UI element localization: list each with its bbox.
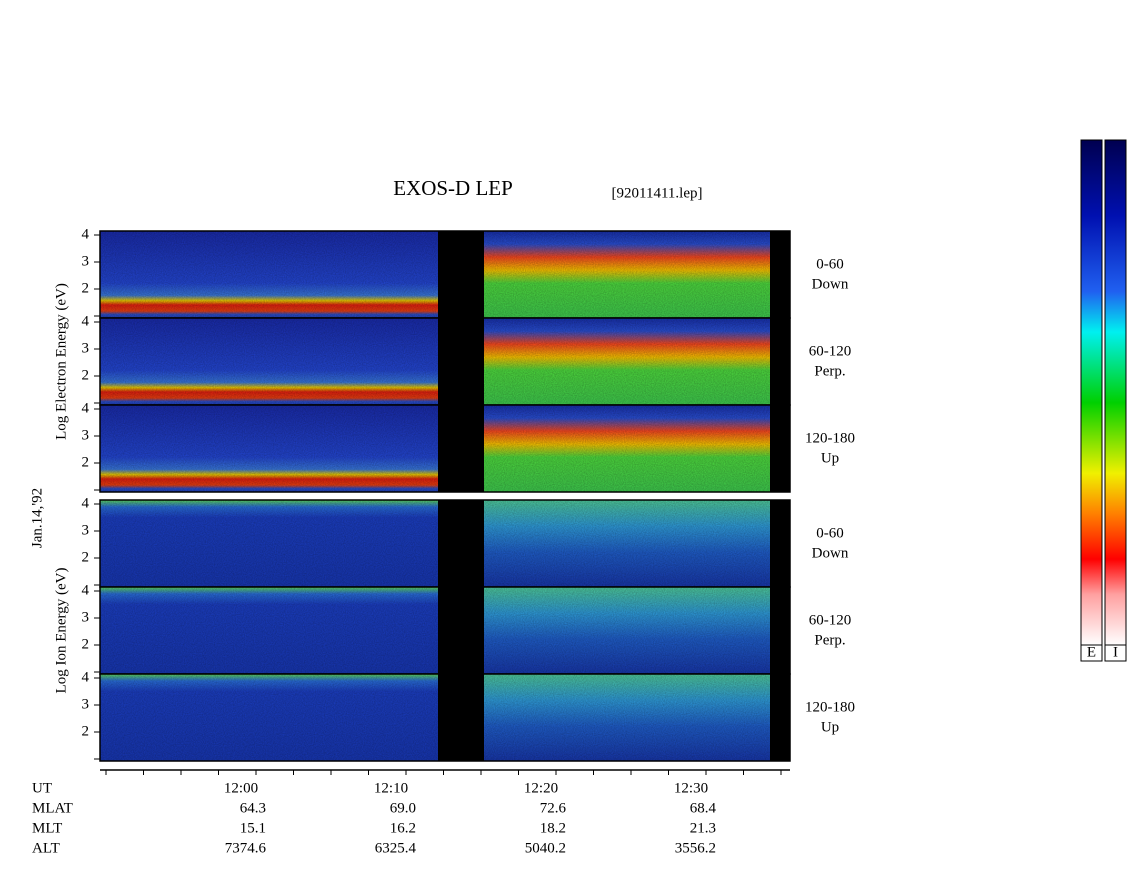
spectrogram-left-noise bbox=[100, 405, 438, 492]
data-gap bbox=[770, 318, 790, 405]
y-tick-label: 4 bbox=[82, 226, 90, 242]
y-tick-label: 4 bbox=[82, 582, 90, 598]
y-tick-label: 2 bbox=[82, 454, 90, 470]
y-tick-label: 3 bbox=[82, 427, 90, 443]
data-gap bbox=[438, 405, 484, 492]
spectrogram-left-noise bbox=[100, 318, 438, 405]
data-gap bbox=[438, 231, 484, 318]
data-gap bbox=[438, 587, 484, 674]
time-tick-label: 12:10 bbox=[374, 780, 408, 796]
time-tick-label: 12:00 bbox=[224, 780, 258, 796]
direction: Down bbox=[812, 276, 849, 292]
ephemeris-value: 16.2 bbox=[390, 820, 416, 836]
data-gap bbox=[770, 500, 790, 587]
y-tick-label: 4 bbox=[82, 669, 90, 685]
spectrogram-left-noise bbox=[100, 500, 438, 587]
colorbar-label-box bbox=[1104, 644, 1127, 662]
y-tick-label: 3 bbox=[82, 696, 90, 712]
ephemeris-value: 5040.2 bbox=[525, 840, 566, 856]
ephemeris-value: 7374.6 bbox=[225, 840, 267, 856]
panel-frame bbox=[99, 673, 791, 762]
ephemeris-value: 6325.4 bbox=[375, 840, 417, 856]
direction: Perp. bbox=[814, 363, 845, 379]
y-axis-label: Log Ion Energy (eV) bbox=[53, 568, 69, 694]
spectrogram-right-noise bbox=[484, 318, 770, 405]
ephemeris-label: UT bbox=[32, 780, 52, 796]
data-gap bbox=[770, 674, 790, 761]
y-tick-label: 3 bbox=[82, 253, 90, 269]
y-tick-label: 2 bbox=[82, 280, 90, 296]
data-gap bbox=[438, 674, 484, 761]
spectrogram-right-noise bbox=[484, 231, 770, 318]
ephemeris-value: 72.6 bbox=[540, 800, 567, 816]
y-tick-label: 3 bbox=[82, 340, 90, 356]
ephemeris-value: 64.3 bbox=[240, 800, 266, 816]
data-gap bbox=[770, 587, 790, 674]
ephemeris-value: 18.2 bbox=[540, 820, 566, 836]
colorbar bbox=[1104, 139, 1127, 646]
pitch-angle: 60-120 bbox=[809, 343, 852, 359]
data-gap bbox=[438, 500, 484, 587]
pitch-angle: 120-180 bbox=[805, 699, 855, 715]
data-gap bbox=[770, 231, 790, 318]
pitch-angle: 0-60 bbox=[816, 525, 844, 541]
y-tick-label: 2 bbox=[82, 367, 90, 383]
date-label: Jan.14,'92 bbox=[29, 488, 45, 548]
direction: Down bbox=[812, 545, 849, 561]
spectrogram-left-noise bbox=[100, 674, 438, 761]
direction: Up bbox=[821, 450, 839, 466]
y-tick-label: 2 bbox=[82, 636, 90, 652]
ephemeris-label: ALT bbox=[32, 840, 60, 856]
spectrogram-right-noise bbox=[484, 500, 770, 587]
data-gap bbox=[770, 405, 790, 492]
pitch-angle: 0-60 bbox=[816, 256, 844, 272]
ephemeris-value: 15.1 bbox=[240, 820, 266, 836]
direction: Up bbox=[821, 719, 839, 735]
spectrogram-left-noise bbox=[100, 231, 438, 318]
pitch-angle: 120-180 bbox=[805, 430, 855, 446]
y-tick-label: 4 bbox=[82, 313, 90, 329]
y-tick-label: 4 bbox=[82, 495, 90, 511]
ephemeris-value: 21.3 bbox=[690, 820, 716, 836]
panel-frame bbox=[99, 404, 791, 493]
ephemeris-label: MLT bbox=[32, 820, 62, 836]
colorbar-label: I bbox=[1113, 644, 1118, 660]
data-gap bbox=[438, 318, 484, 405]
y-tick-label: 2 bbox=[82, 723, 90, 739]
y-tick-label: 2 bbox=[82, 549, 90, 565]
colorbar-label: E bbox=[1087, 644, 1096, 660]
ephemeris-value: 69.0 bbox=[390, 800, 416, 816]
y-tick-label: 4 bbox=[82, 400, 90, 416]
colorbar-label-box bbox=[1080, 644, 1103, 662]
colorbar bbox=[1080, 139, 1103, 646]
time-tick-label: 12:30 bbox=[674, 780, 708, 796]
spectrogram-right-noise bbox=[484, 674, 770, 761]
direction: Perp. bbox=[814, 632, 845, 648]
pitch-angle: 60-120 bbox=[809, 612, 852, 628]
spectrogram-right-noise bbox=[484, 587, 770, 674]
ephemeris-label: MLAT bbox=[32, 800, 73, 816]
spectrogram-left-noise bbox=[100, 587, 438, 674]
y-tick-label: 3 bbox=[82, 609, 90, 625]
y-axis-label: Log Electron Energy (eV) bbox=[53, 283, 69, 440]
ephemeris-value: 68.4 bbox=[690, 800, 717, 816]
time-tick-label: 12:20 bbox=[524, 780, 558, 796]
y-tick-label: 3 bbox=[82, 522, 90, 538]
title: EXOS-D LEP bbox=[393, 176, 513, 200]
spectrogram-right-noise bbox=[484, 405, 770, 492]
ephemeris-value: 3556.2 bbox=[675, 840, 716, 856]
file-name: [92011411.lep] bbox=[612, 185, 703, 201]
